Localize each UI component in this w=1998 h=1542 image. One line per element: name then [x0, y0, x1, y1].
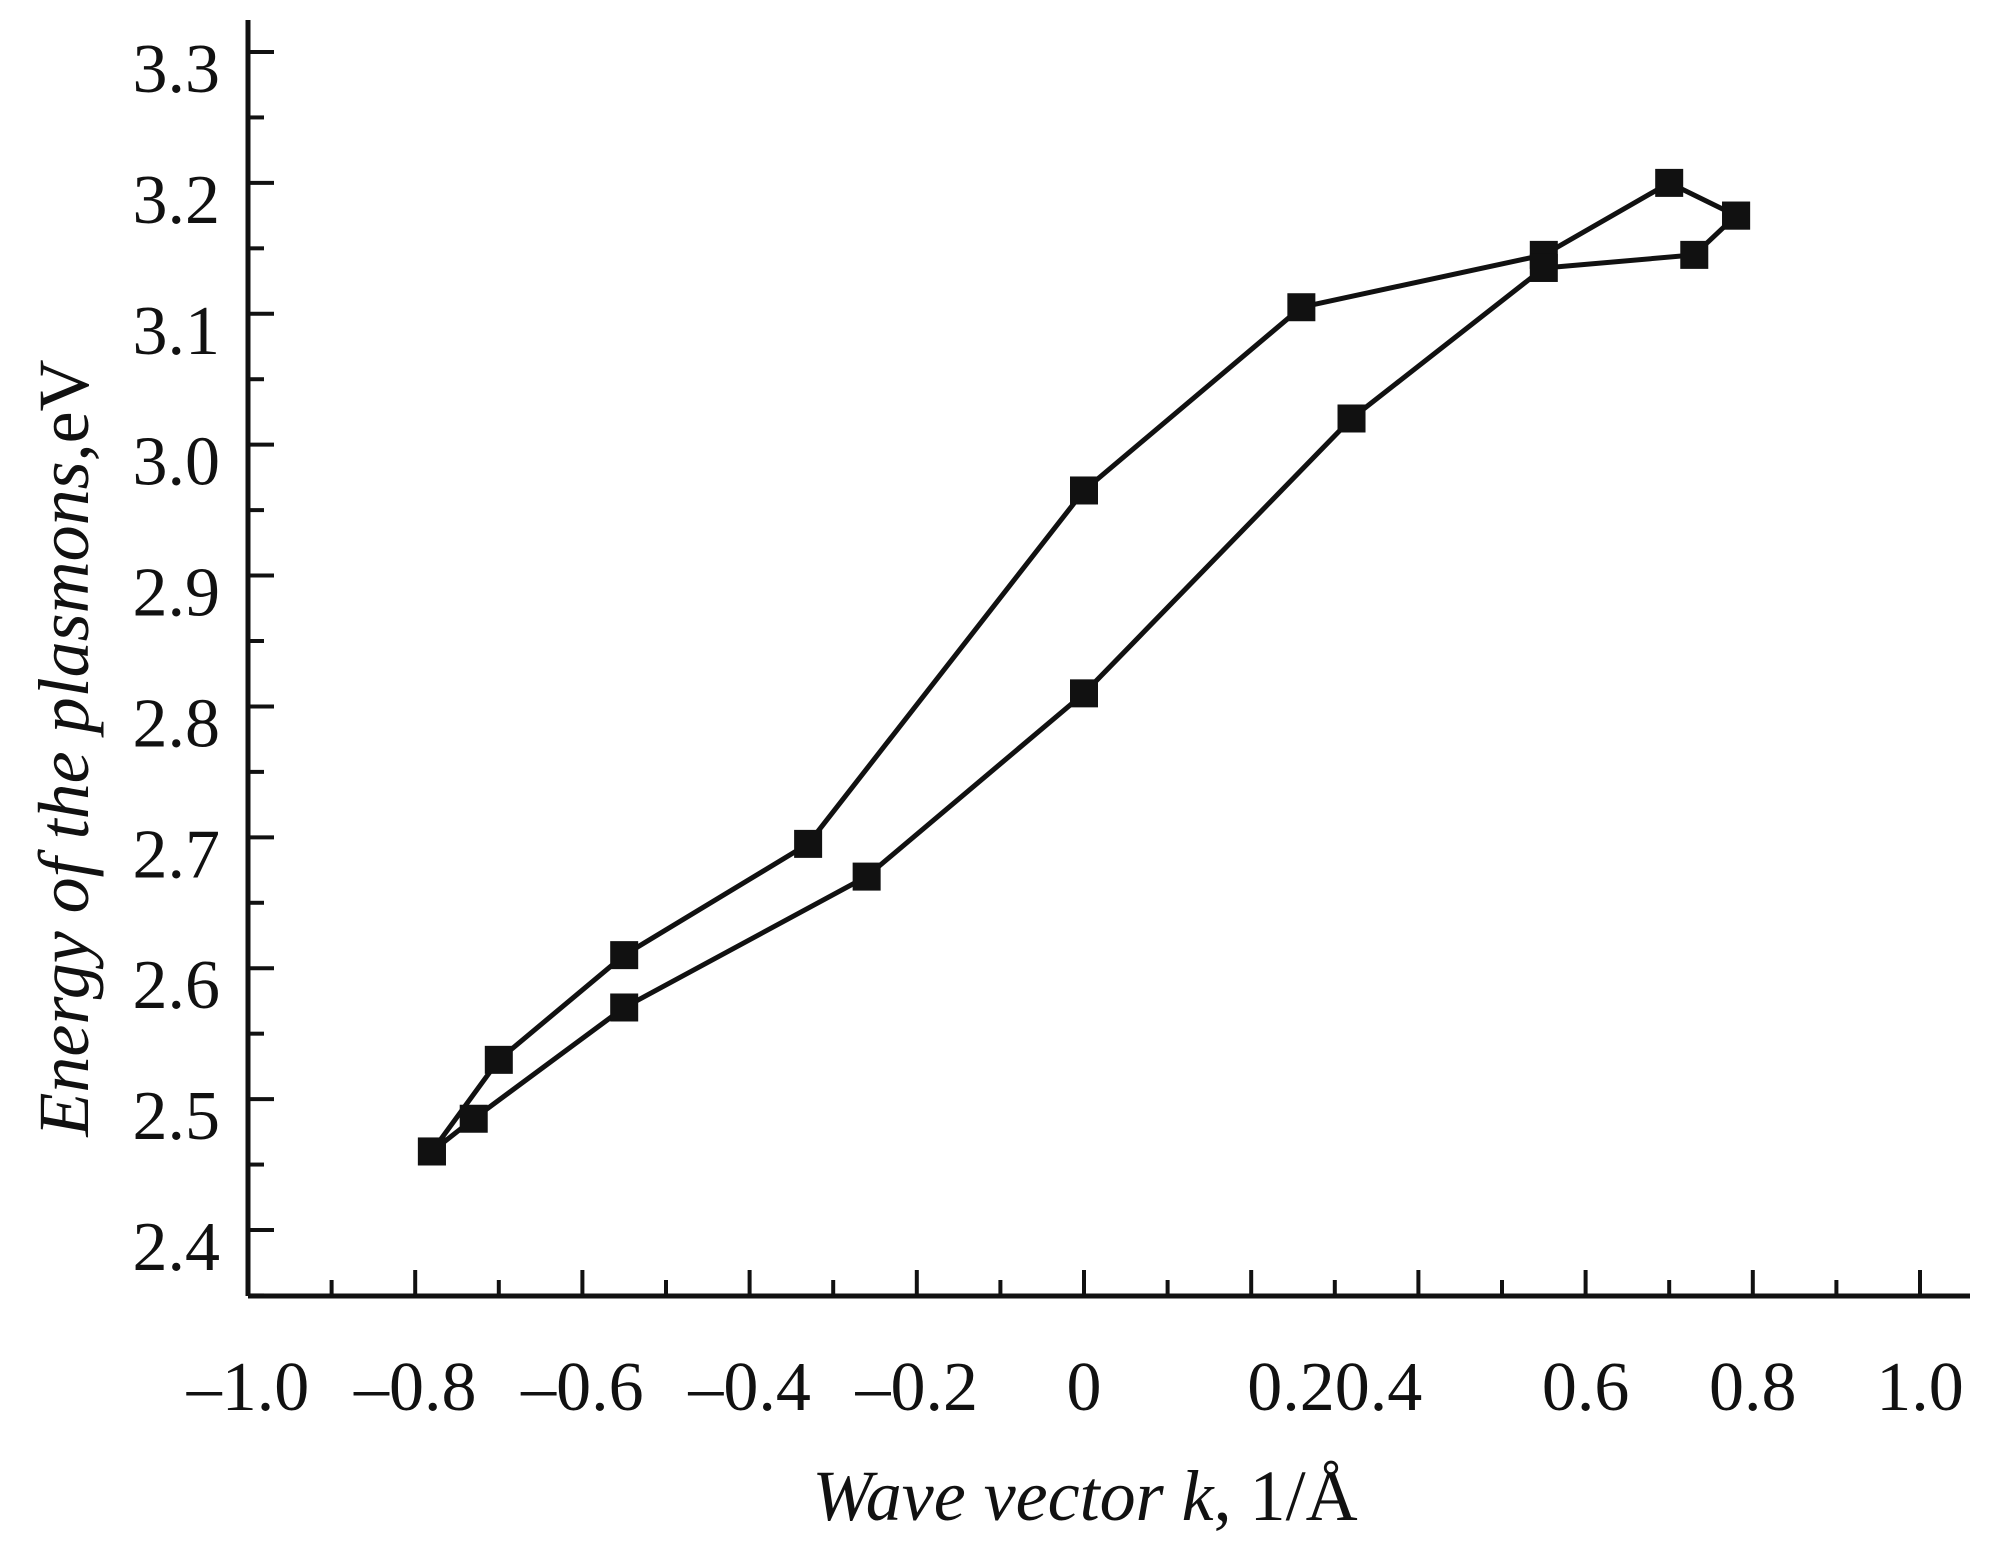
y-tick-label: 3.2: [133, 162, 221, 239]
data-point-marker: [1337, 404, 1366, 433]
y-axis-title-italic: Energy of the plasmons: [24, 461, 104, 1137]
series-layer: [417, 168, 1751, 1166]
x-axis-title-unit: , 1/Å: [1214, 1456, 1358, 1536]
x-tick-label: –0.6: [520, 1349, 644, 1426]
y-tick-label: 2.9: [133, 555, 221, 632]
data-point-marker: [1655, 168, 1684, 197]
x-tick-label: 0.6: [1542, 1349, 1630, 1426]
x-tick-label: 0.20.4: [1247, 1349, 1422, 1426]
x-axis-title: Wave vector k, 1/Å: [812, 1456, 1357, 1536]
y-tick-label: 3.3: [133, 31, 221, 108]
data-point-marker: [610, 941, 639, 970]
data-point-marker: [1722, 201, 1751, 230]
x-axis-title-italic: Wave vector k: [812, 1456, 1215, 1536]
data-point-marker: [1680, 240, 1709, 269]
data-point-marker: [1287, 293, 1316, 322]
data-point-marker: [1070, 679, 1098, 708]
y-tick-label: 3.0: [133, 424, 221, 501]
data-point-marker: [852, 862, 881, 891]
data-point-marker: [1529, 253, 1558, 282]
ticks-layer: 2.4 2.5 2.6 2.7 2.8 2.9 3.0 3.1 3.2 3.3 –1.0 –0.8 –0…: [133, 31, 1964, 1426]
x-tick-label: –0.2: [855, 1349, 979, 1426]
y-axis-title-unit: ,eV: [24, 359, 104, 461]
x-tick-label: 1.0: [1876, 1349, 1964, 1426]
y-tick-label: 2.6: [133, 947, 221, 1024]
x-tick-label: –1.0: [186, 1349, 310, 1426]
data-point-marker: [610, 993, 639, 1022]
data-point-marker: [794, 829, 823, 858]
y-tick-label: 2.4: [133, 1209, 221, 1286]
data-point-marker: [484, 1045, 513, 1074]
x-tick-label: –0.8: [353, 1349, 477, 1426]
y-tick-label: 2.7: [133, 816, 221, 893]
data-point-marker: [459, 1104, 488, 1133]
axes: [245, 20, 1970, 1299]
data-point-marker: [417, 1137, 446, 1166]
data-point-marker: [1070, 476, 1098, 505]
x-tick-label: 0.8: [1709, 1349, 1797, 1426]
y-tick-label: 2.8: [133, 685, 221, 762]
y-axis-title: Energy of the plasmons,eV: [24, 359, 104, 1137]
y-tick-label: 2.5: [133, 1078, 221, 1155]
x-tick-label: –0.4: [687, 1349, 811, 1426]
x-tick-label: 0: [1067, 1349, 1102, 1426]
y-tick-label: 3.1: [133, 293, 221, 370]
